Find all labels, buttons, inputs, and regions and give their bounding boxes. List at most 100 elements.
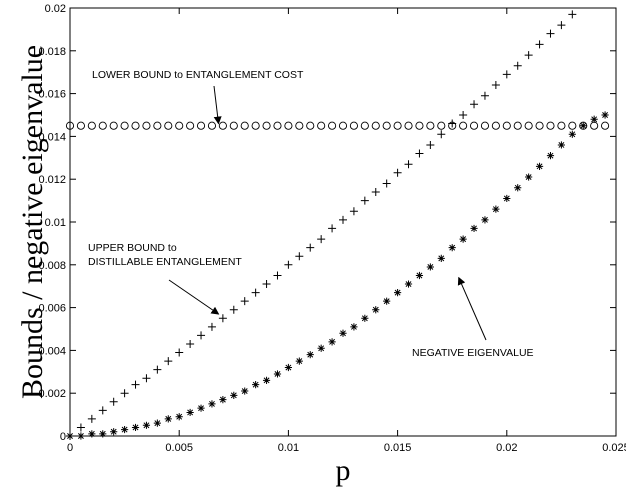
negative-eigenvalue-point bbox=[568, 130, 576, 138]
series-3 bbox=[66, 111, 609, 440]
negative-eigenvalue-point bbox=[394, 289, 402, 297]
lower-bound-point bbox=[207, 121, 217, 130]
x-axis-tick-labels: 0 0.005 0.01 0.015 0.02 0.025 bbox=[67, 442, 626, 454]
upper-bound-point bbox=[262, 280, 271, 289]
upper-bound-point bbox=[393, 168, 402, 177]
negative-eigenvalue-point bbox=[514, 184, 522, 192]
upper-bound-point bbox=[524, 51, 533, 60]
y-tick-label: 0.004 bbox=[38, 345, 66, 357]
y-tick-label: 0.016 bbox=[38, 89, 66, 101]
x-tick-label: 0.005 bbox=[165, 442, 193, 454]
upper-bound-point bbox=[76, 423, 85, 432]
lower-bound-point bbox=[251, 121, 260, 130]
upper-bound-point bbox=[568, 10, 577, 19]
negative-eigenvalue-point bbox=[503, 194, 511, 203]
lower-bound-point bbox=[535, 121, 544, 130]
y-axis-tick-labels: 0 0.002 0.004 0.006 0.008 0.01 0.012 0.014 0.016… bbox=[38, 3, 66, 443]
lower-bound-point bbox=[229, 121, 238, 130]
lower-bound-point bbox=[131, 121, 140, 130]
lower-bound-point bbox=[87, 121, 96, 130]
upper-bound-point bbox=[339, 215, 347, 224]
y-tick-label: 0.012 bbox=[38, 174, 66, 186]
negative-eigenvalue-point bbox=[492, 205, 500, 213]
upper-bound-point bbox=[426, 140, 435, 149]
negative-eigenvalue-point bbox=[219, 396, 227, 404]
negative-eigenvalue-point bbox=[470, 224, 478, 233]
lower-bound-point bbox=[590, 121, 599, 130]
upper-bound-point bbox=[153, 365, 162, 374]
lower-bound-point bbox=[317, 121, 326, 130]
x-tick-label: 0.025 bbox=[602, 442, 626, 454]
annotation-lower-bound-arrow bbox=[213, 85, 222, 125]
y-tick-label: 0.02 bbox=[45, 3, 66, 15]
series-1 bbox=[65, 121, 610, 130]
negative-eigenvalue-point bbox=[557, 141, 565, 149]
lower-bound-point bbox=[459, 121, 468, 130]
upper-bound-point bbox=[448, 119, 457, 128]
lower-bound-point bbox=[349, 121, 358, 130]
negative-eigenvalue-point bbox=[230, 391, 238, 399]
x-tick-label: 0.015 bbox=[384, 442, 412, 454]
upper-bound-point bbox=[273, 271, 282, 280]
lower-bound-point bbox=[295, 121, 304, 130]
lower-bound-point bbox=[120, 121, 129, 130]
lower-bound-point bbox=[415, 121, 424, 130]
lower-bound-point bbox=[382, 121, 391, 130]
upper-bound-point bbox=[513, 61, 522, 70]
upper-bound-point bbox=[557, 21, 566, 30]
negative-eigenvalue-point bbox=[546, 152, 555, 160]
negative-eigenvalue-point bbox=[99, 430, 107, 438]
negative-eigenvalue-point bbox=[328, 338, 336, 346]
negative-eigenvalue-point bbox=[426, 263, 434, 271]
lower-bound-point bbox=[338, 121, 348, 130]
y-tick-label: 0 bbox=[60, 431, 66, 443]
lower-bound-point bbox=[491, 121, 500, 130]
annotation-negative-eigenvalue: NEGATIVE EIGENVALUE bbox=[412, 276, 534, 359]
negative-eigenvalue-point bbox=[525, 173, 533, 181]
upper-bound-point bbox=[437, 130, 446, 139]
negative-eigenvalue-point bbox=[590, 115, 598, 123]
upper-bound-point bbox=[109, 397, 118, 406]
lower-bound-point bbox=[175, 121, 184, 130]
negative-eigenvalue-point bbox=[372, 306, 380, 314]
negative-eigenvalue-point bbox=[88, 430, 96, 438]
y-tick-label: 0.014 bbox=[38, 131, 66, 143]
negative-eigenvalue-point bbox=[110, 428, 118, 436]
negative-eigenvalue-point bbox=[208, 400, 216, 408]
upper-bound-point bbox=[306, 243, 315, 252]
lower-bound-point bbox=[196, 121, 206, 130]
negative-eigenvalue-point bbox=[535, 162, 544, 170]
annotation-upper-bound-text-line2: DISTILLABLE ENTANGLEMENT bbox=[88, 256, 242, 268]
lower-bound-point bbox=[513, 121, 522, 130]
upper-bound-point bbox=[240, 297, 249, 306]
negative-eigenvalue-point bbox=[579, 122, 587, 130]
lower-bound-point bbox=[426, 121, 435, 130]
lower-bound-point bbox=[284, 121, 293, 130]
lower-bound-point bbox=[546, 121, 555, 130]
upper-bound-point bbox=[197, 331, 206, 340]
annotation-negative-eigenvalue-arrow bbox=[457, 276, 487, 341]
negative-eigenvalue-point bbox=[241, 387, 249, 395]
upper-bound-point bbox=[470, 100, 479, 109]
lower-bound-point bbox=[273, 121, 282, 130]
y-tick-label: 0.018 bbox=[38, 46, 66, 58]
negative-eigenvalue-point bbox=[131, 423, 140, 432]
upper-bound-point bbox=[229, 305, 238, 314]
negative-eigenvalue-point bbox=[350, 323, 358, 331]
upper-bound-point bbox=[480, 91, 489, 100]
lower-bound-point bbox=[524, 121, 533, 130]
lower-bound-point bbox=[480, 121, 490, 130]
lower-bound-point bbox=[404, 121, 413, 130]
lower-bound-point bbox=[360, 121, 369, 130]
negative-eigenvalue-point bbox=[437, 254, 445, 262]
y-tick-label: 0.01 bbox=[45, 217, 66, 229]
upper-bound-point bbox=[175, 348, 184, 357]
negative-eigenvalue-point bbox=[252, 381, 260, 389]
lower-bound-point bbox=[186, 121, 195, 130]
lower-bound-point bbox=[328, 121, 337, 130]
lower-bound-point bbox=[371, 121, 380, 130]
negative-eigenvalue-point bbox=[404, 280, 413, 288]
x-tick-label: 0 bbox=[67, 442, 73, 454]
upper-bound-point bbox=[207, 322, 216, 331]
